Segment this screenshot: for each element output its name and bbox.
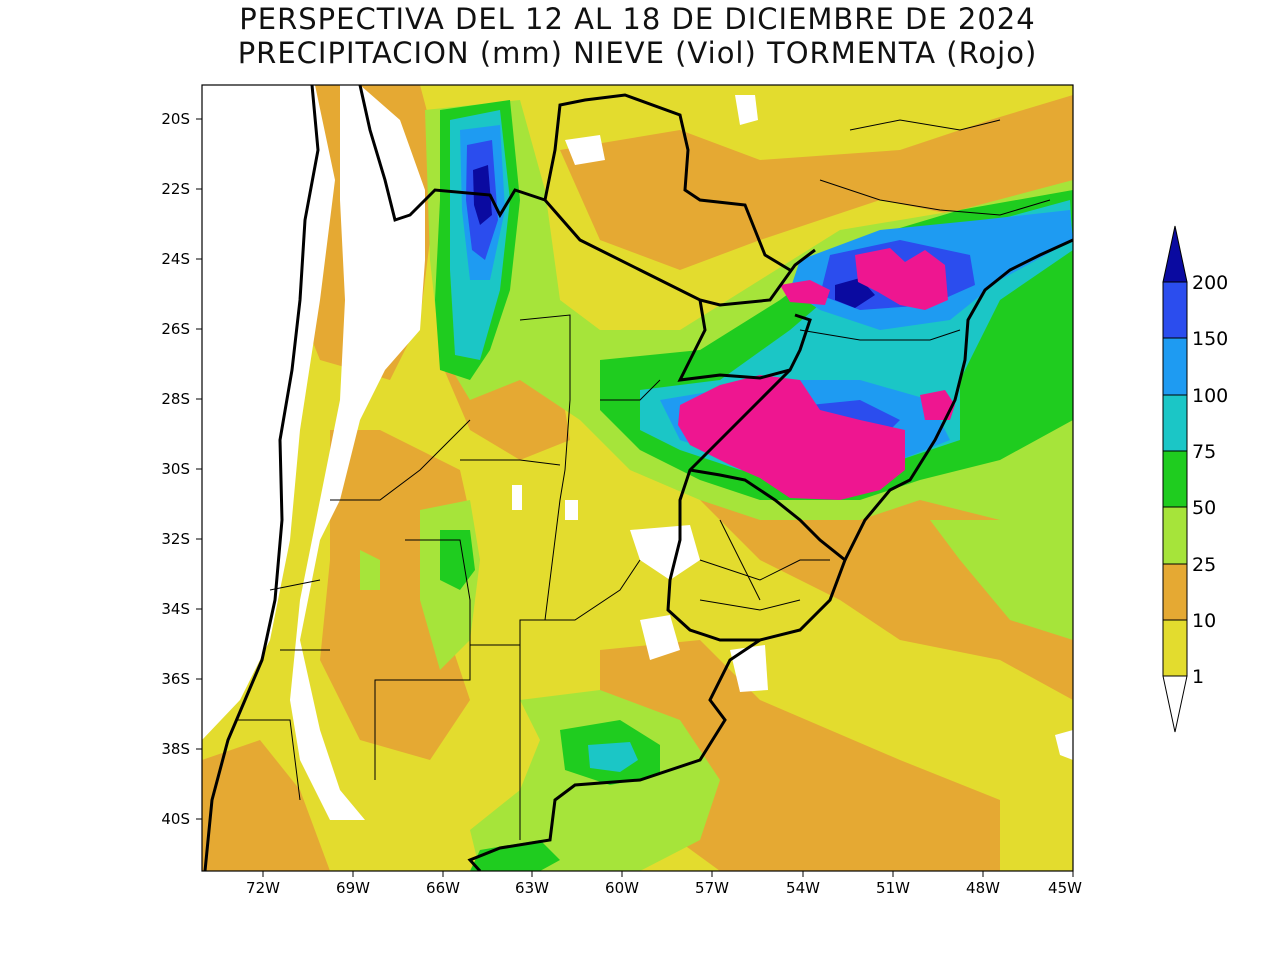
lon-label: 60W (605, 879, 639, 897)
legend-swatch (1162, 281, 1188, 339)
longitude-axis: 72W 69W 66W 63W 60W 57W 54W 51W 48W 45W (246, 871, 1082, 897)
legend-label: 200 (1192, 272, 1228, 294)
lon-label: 48W (966, 879, 1000, 897)
legend-swatch (1162, 619, 1188, 677)
lon-label: 45W (1048, 879, 1082, 897)
lon-label: 72W (246, 879, 280, 897)
lat-label: 28S (161, 390, 190, 408)
legend-swatch (1162, 450, 1188, 508)
lon-label: 57W (695, 879, 729, 897)
legend-swatch (1162, 563, 1188, 621)
lat-label: 20S (161, 110, 190, 128)
legend-swatch (1162, 394, 1188, 452)
lon-label: 66W (426, 879, 460, 897)
legend-label: 10 (1192, 610, 1216, 632)
legend-below-triangle (1162, 675, 1188, 733)
map-frame (201, 84, 1074, 872)
country-borders (203, 85, 1073, 871)
lat-label: 26S (161, 320, 190, 338)
legend-label: 100 (1192, 385, 1228, 407)
legend-label: 25 (1192, 554, 1216, 576)
map-plot-area (202, 85, 1073, 871)
legend-swatch (1162, 506, 1188, 565)
legend-label: 1 (1192, 666, 1204, 688)
lat-label: 38S (161, 740, 190, 758)
legend-above-triangle (1162, 225, 1188, 283)
lon-label: 51W (876, 879, 910, 897)
legend-swatch (1162, 337, 1188, 396)
field-storm (678, 248, 955, 500)
lat-label: 30S (161, 460, 190, 478)
map-title-line-1: PERSPECTIVA DEL 12 AL 18 DE DICIEMBRE DE… (239, 2, 1036, 36)
latitude-axis: 20S 22S 24S 26S 28S 30S 32S 34S 36S 38S … (161, 110, 202, 828)
precipitation-legend: 1 10 25 50 75 100 150 200 (1162, 225, 1228, 733)
lat-label: 40S (161, 810, 190, 828)
lat-label: 24S (161, 250, 190, 268)
lat-label: 36S (161, 670, 190, 688)
lat-label: 22S (161, 180, 190, 198)
legend-label: 75 (1192, 441, 1216, 463)
legend-label: 150 (1192, 328, 1228, 350)
lon-label: 63W (515, 879, 549, 897)
lat-label: 32S (161, 530, 190, 548)
lon-label: 54W (786, 879, 820, 897)
lon-label: 69W (336, 879, 370, 897)
legend-label: 50 (1192, 497, 1216, 519)
map-title-line-2: PRECIPITACION (mm) NIEVE (Viol) TORMENTA… (237, 36, 1038, 70)
lat-label: 34S (161, 600, 190, 618)
